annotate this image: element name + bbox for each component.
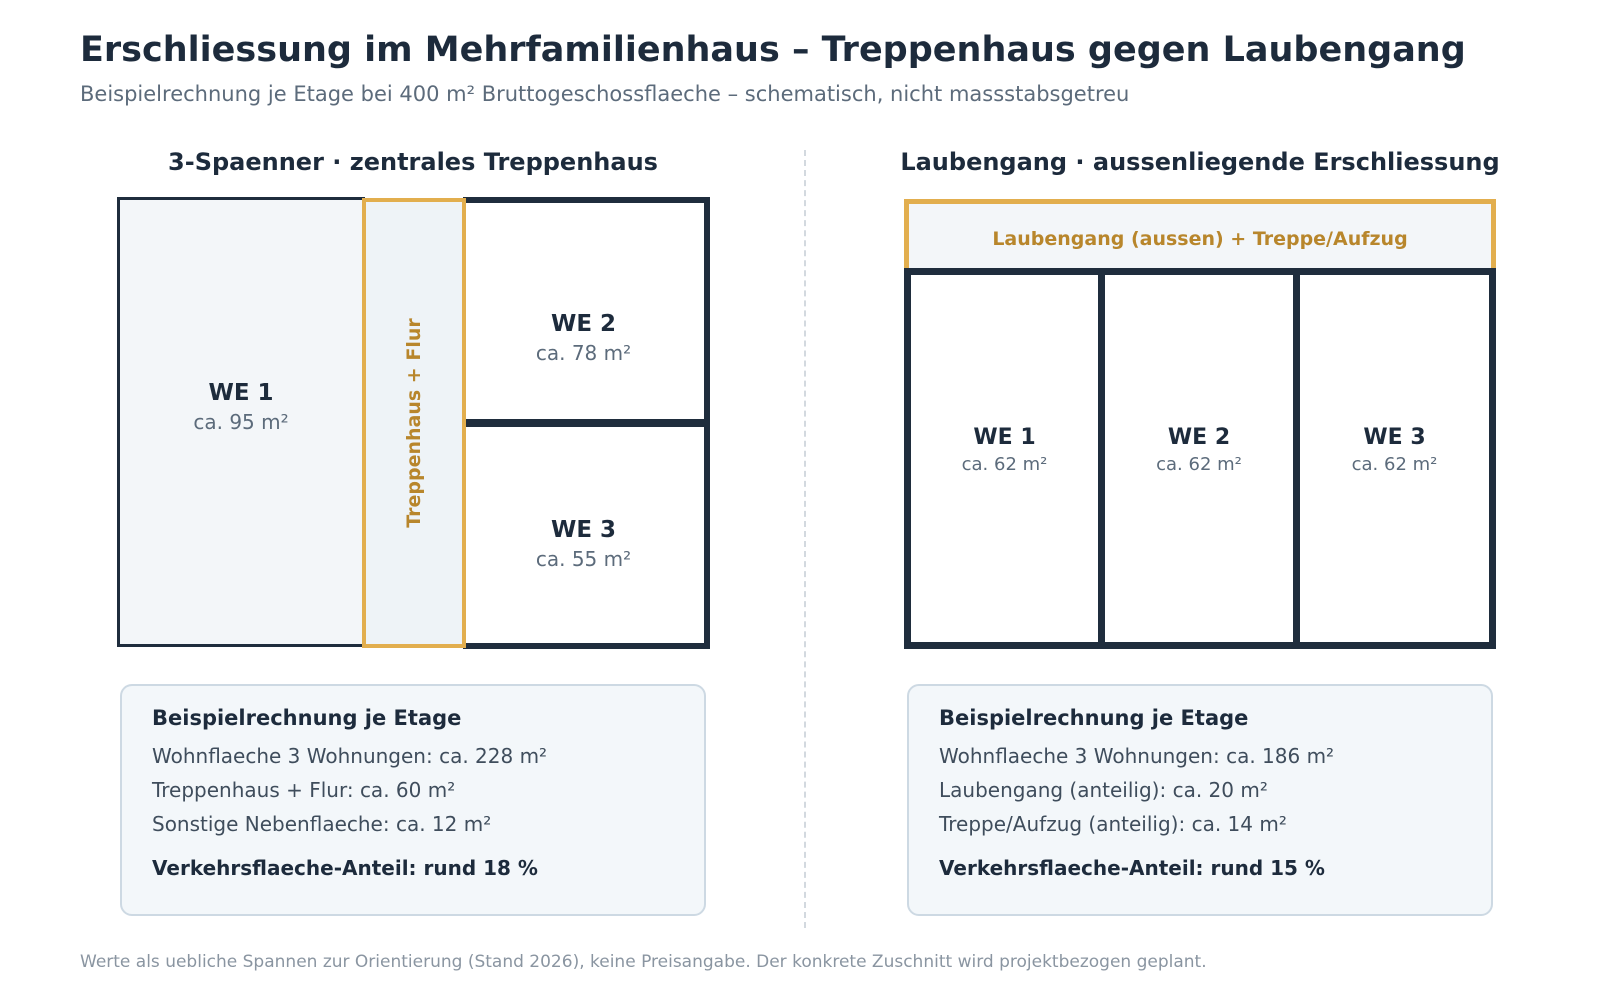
right-unit-2-name: WE 2 xyxy=(1167,425,1231,450)
left-unit-1: WE 1 ca. 95 m² xyxy=(117,197,365,647)
left-calc-line: Wohnflaeche 3 Wohnungen: ca. 228 m² xyxy=(152,744,548,768)
page-subtitle: Beispielrechnung je Etage bei 400 m² Bru… xyxy=(80,82,1130,106)
unit-wall xyxy=(1293,275,1300,642)
right-unit-3-area: ca. 62 m² xyxy=(1351,454,1438,475)
right-unit-3: WE 3 ca. 62 m² xyxy=(1300,425,1489,475)
left-unit-2-name: WE 2 xyxy=(550,311,617,337)
left-calc-total: Verkehrsflaeche-Anteil: rund 18 % xyxy=(152,856,538,880)
right-panel-title: Laubengang · aussenliegende Erschliessun… xyxy=(900,148,1500,176)
left-stairwell: Treppenhaus + Flur xyxy=(362,198,466,648)
unit-wall xyxy=(1098,275,1105,642)
right-units-frame: WE 1 ca. 62 m² WE 2 ca. 62 m² WE 3 ca. 6… xyxy=(904,268,1496,649)
left-unit-2-area: ca. 78 m² xyxy=(535,341,632,365)
gallery-label: Laubengang (aussen) + Treppe/Aufzug xyxy=(992,228,1408,250)
right-calc-line: Laubengang (anteilig): ca. 20 m² xyxy=(939,778,1268,802)
left-unit-1-name: WE 1 xyxy=(208,380,274,406)
right-unit-2: WE 2 ca. 62 m² xyxy=(1105,425,1293,475)
right-gallery: Laubengang (aussen) + Treppe/Aufzug xyxy=(904,199,1496,271)
right-unit-1-name: WE 1 xyxy=(973,425,1036,450)
right-calc-card: Beispielrechnung je Etage Wohnflaeche 3 … xyxy=(907,684,1493,916)
page-title: Erschliessung im Mehrfamilienhaus – Trep… xyxy=(80,30,1466,70)
right-calc-line: Wohnflaeche 3 Wohnungen: ca. 186 m² xyxy=(939,744,1335,768)
left-calc-card: Beispielrechnung je Etage Wohnflaeche 3 … xyxy=(120,684,706,916)
left-unit-1-area: ca. 95 m² xyxy=(193,410,289,434)
panel-divider xyxy=(804,150,806,928)
right-calc-total: Verkehrsflaeche-Anteil: rund 15 % xyxy=(939,856,1325,880)
right-calc-title: Beispielrechnung je Etage xyxy=(939,706,1249,730)
right-unit-2-area: ca. 62 m² xyxy=(1156,454,1242,475)
left-unit-3-area: ca. 55 m² xyxy=(535,547,632,571)
left-calc-line: Sonstige Nebenflaeche: ca. 12 m² xyxy=(152,812,492,836)
left-unit-3: WE 3 ca. 55 m² xyxy=(463,421,710,649)
left-calc-title: Beispielrechnung je Etage xyxy=(152,706,462,730)
stairwell-label: Treppenhaus + Flur xyxy=(403,318,425,528)
right-calc-line: Treppe/Aufzug (anteilig): ca. 14 m² xyxy=(939,812,1287,836)
footnote: Werte als uebliche Spannen zur Orientier… xyxy=(80,952,1207,972)
left-unit-2: WE 2 ca. 78 m² xyxy=(463,197,710,425)
left-unit-3-name: WE 3 xyxy=(550,517,617,543)
left-panel-title: 3-Spaenner · zentrales Treppenhaus xyxy=(168,148,658,176)
left-calc-line: Treppenhaus + Flur: ca. 60 m² xyxy=(152,778,456,802)
right-unit-1-area: ca. 62 m² xyxy=(961,454,1048,475)
right-unit-1: WE 1 ca. 62 m² xyxy=(911,425,1098,475)
right-unit-3-name: WE 3 xyxy=(1363,425,1426,450)
